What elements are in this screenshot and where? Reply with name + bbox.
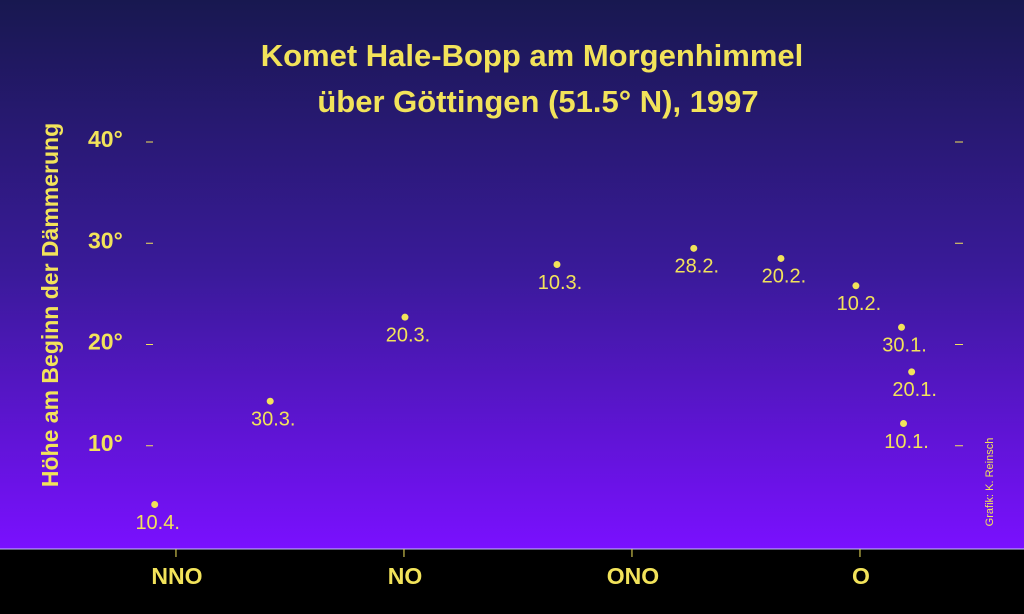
y-tick-label: 40°: [88, 126, 123, 152]
y-tick-label: 20°: [88, 329, 123, 355]
point: [898, 323, 906, 331]
point: [900, 419, 908, 427]
point-label: 10.3.: [538, 272, 582, 294]
y-axis-label: Höhe am Beginn der Dämmerung: [37, 123, 63, 487]
y-tick-label: 10°: [88, 430, 123, 456]
point-label: 10.4.: [135, 512, 179, 534]
point: [553, 261, 561, 269]
point: [151, 500, 159, 508]
point-label: 28.2.: [675, 256, 719, 278]
chart-title: über Göttingen (51.5° N), 1997: [317, 84, 758, 119]
x-tick-label: NO: [388, 563, 423, 589]
x-tick-label: O: [852, 563, 870, 589]
chart-title: Komet Hale-Bopp am Morgenhimmel: [261, 38, 804, 73]
point: [401, 313, 409, 321]
x-tick-label: NNO: [151, 563, 202, 589]
y-tick-label: 30°: [88, 227, 123, 253]
point: [852, 282, 860, 290]
point-label: 30.1.: [882, 335, 926, 357]
point-label: 20.3.: [386, 324, 430, 346]
point-label: 10.1.: [884, 431, 928, 453]
point: [777, 254, 785, 262]
point-label: 20.2.: [762, 266, 806, 288]
point-label: 10.2.: [837, 293, 881, 315]
plot-background: [0, 0, 1024, 549]
footer-band: [0, 549, 1024, 614]
credit: Grafik: K. Reinsch: [984, 438, 996, 527]
point: [908, 368, 916, 376]
point: [690, 244, 698, 252]
x-tick-label: ONO: [607, 563, 659, 589]
point-label: 30.3.: [251, 408, 295, 430]
point-label: 20.1.: [892, 379, 936, 401]
point: [266, 397, 274, 405]
